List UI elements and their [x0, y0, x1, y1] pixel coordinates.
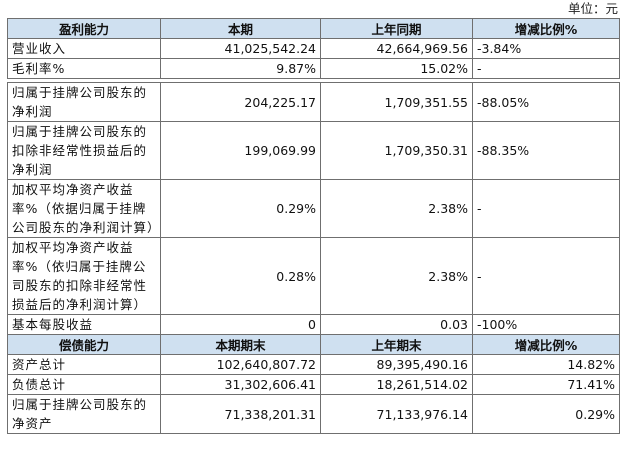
previous-value: 1,709,350.31	[320, 121, 473, 180]
row-label: 加权平均净资产收益率%（依据归属于挂牌公司股东的净利润计算）	[7, 179, 161, 238]
current-value: 204,225.17	[160, 82, 321, 122]
change-value: -100%	[472, 314, 620, 335]
current-value: 71,338,201.31	[160, 394, 321, 434]
previous-value: 15.02%	[320, 58, 473, 79]
table-row: 加权平均净资产收益率%（依归属于挂牌公司股东的扣除非经常性损益后的净利润计算） …	[7, 237, 620, 315]
header-current-period-end: 本期期末	[160, 334, 321, 355]
table-row: 归属于挂牌公司股东的净利润 204,225.17 1,709,351.55 -8…	[7, 82, 620, 122]
change-value: 71.41%	[472, 374, 620, 395]
current-value: 102,640,807.72	[160, 354, 321, 375]
previous-value: 0.03	[320, 314, 473, 335]
change-value: -3.84%	[472, 38, 620, 59]
unit-label: 单位：元	[567, 1, 618, 16]
table-row: 毛利率% 9.87% 15.02% -	[7, 58, 620, 79]
header-change-ratio: 增减比例%	[472, 18, 620, 39]
header-solvency-ability: 偿债能力	[7, 334, 161, 355]
change-value: -	[472, 58, 620, 79]
previous-value: 42,664,969.56	[320, 38, 473, 59]
financial-summary-table: 盈利能力 本期 上年同期 增减比例% 营业收入 41,025,542.24 42…	[7, 18, 620, 434]
solvency-header-row: 偿债能力 本期期末 上年期末 增减比例%	[7, 334, 620, 355]
current-value: 0	[160, 314, 321, 335]
row-label: 资产总计	[7, 354, 161, 375]
previous-value: 18,261,514.02	[320, 374, 473, 395]
header-current-period: 本期	[160, 18, 321, 39]
table-row: 归属于挂牌公司股东的扣除非经常性损益后的净利润 199,069.99 1,709…	[7, 121, 620, 180]
header-profit-ability: 盈利能力	[7, 18, 161, 39]
current-value: 0.29%	[160, 179, 321, 238]
row-label: 基本每股收益	[7, 314, 161, 335]
header-prior-period: 上年同期	[320, 18, 473, 39]
current-value: 0.28%	[160, 237, 321, 315]
profit-header-row: 盈利能力 本期 上年同期 增减比例%	[7, 18, 620, 39]
previous-value: 2.38%	[320, 179, 473, 238]
current-value: 31,302,606.41	[160, 374, 321, 395]
current-value: 199,069.99	[160, 121, 321, 180]
current-value: 41,025,542.24	[160, 38, 321, 59]
previous-value: 89,395,490.16	[320, 354, 473, 375]
current-value: 9.87%	[160, 58, 321, 79]
table-row: 负债总计 31,302,606.41 18,261,514.02 71.41%	[7, 374, 620, 395]
row-label: 毛利率%	[7, 58, 161, 79]
previous-value: 2.38%	[320, 237, 473, 315]
change-value: -	[472, 237, 620, 315]
row-label: 归属于挂牌公司股东的扣除非经常性损益后的净利润	[7, 121, 161, 180]
table-row: 基本每股收益 0 0.03 -100%	[7, 314, 620, 335]
change-value: -88.35%	[472, 121, 620, 180]
table-row: 加权平均净资产收益率%（依据归属于挂牌公司股东的净利润计算） 0.29% 2.3…	[7, 179, 620, 238]
row-label: 归属于挂牌公司股东的净资产	[7, 394, 161, 434]
table-row: 营业收入 41,025,542.24 42,664,969.56 -3.84%	[7, 38, 620, 59]
change-value: 14.82%	[472, 354, 620, 375]
previous-value: 71,133,976.14	[320, 394, 473, 434]
table-row: 归属于挂牌公司股东的净资产 71,338,201.31 71,133,976.1…	[7, 394, 620, 434]
table-row: 资产总计 102,640,807.72 89,395,490.16 14.82%	[7, 354, 620, 375]
row-label: 归属于挂牌公司股东的净利润	[7, 82, 161, 122]
row-label: 加权平均净资产收益率%（依归属于挂牌公司股东的扣除非经常性损益后的净利润计算）	[7, 237, 161, 315]
row-label: 负债总计	[7, 374, 161, 395]
change-value: -	[472, 179, 620, 238]
change-value: -88.05%	[472, 82, 620, 122]
previous-value: 1,709,351.55	[320, 82, 473, 122]
row-label: 营业收入	[7, 38, 161, 59]
change-value: 0.29%	[472, 394, 620, 434]
header-prior-period-end: 上年期末	[320, 334, 473, 355]
header-change-ratio: 增减比例%	[472, 334, 620, 355]
